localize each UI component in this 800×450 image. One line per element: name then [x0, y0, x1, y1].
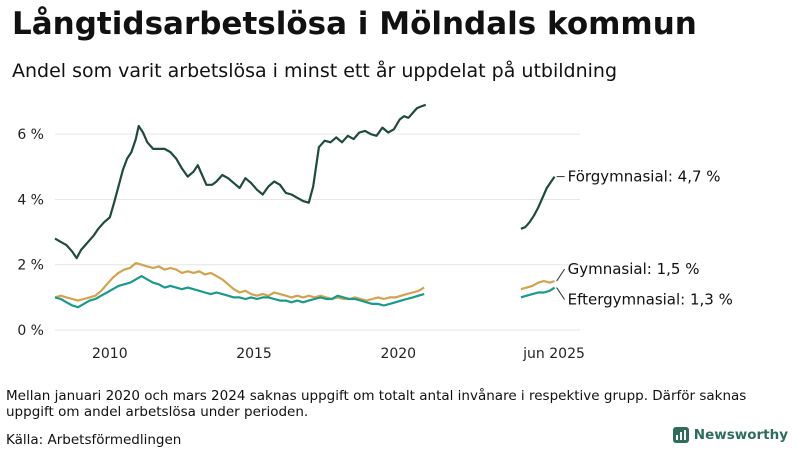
- chart-subtitle: Andel som varit arbetslösa i minst ett å…: [12, 60, 618, 82]
- brand-name: Newsworthy: [693, 427, 788, 443]
- chart-title: Långtidsarbetslösa i Mölndals kommun: [12, 6, 697, 42]
- x-tick-label: 2020: [380, 346, 416, 362]
- brand-logo: Newsworthy: [672, 427, 788, 443]
- newsworthy-icon: [672, 427, 689, 443]
- label-leader-eftergymnasial: [556, 287, 566, 300]
- series-line-forgymnasial: [520, 175, 556, 230]
- line-chart: 0 % 2 % 4 % 6 % 2010 2015 2020 jun 2025 Förgymna…: [17, 103, 733, 362]
- source-note: Källa: Arbetsförmedlingen: [6, 432, 182, 448]
- series-line-gymnasial: [54, 262, 425, 302]
- x-tick-label: 2015: [236, 346, 272, 362]
- y-tick-label: 2 %: [17, 258, 44, 274]
- series-line-eftergymnasial: [54, 275, 425, 309]
- label-leader-gymnasial: [556, 268, 566, 282]
- series-line-eftergymnasial: [520, 286, 556, 299]
- series-label-eftergymnasial: Eftergymnasial: 1,3 %: [568, 291, 733, 309]
- series-label-gymnasial: Gymnasial: 1,5 %: [568, 260, 700, 278]
- series-line-forgymnasial: [54, 103, 427, 260]
- y-tick-label: 6 %: [17, 127, 44, 143]
- series-line-gymnasial: [520, 279, 555, 291]
- x-tick-label: 2010: [92, 346, 128, 362]
- x-tick-label: jun 2025: [522, 346, 585, 362]
- series-label-forgymnasial: Förgymnasial: 4,7 %: [568, 168, 721, 186]
- y-tick-label: 0 %: [17, 323, 44, 339]
- y-tick-label: 4 %: [17, 192, 44, 208]
- footnote: Mellan januari 2020 och mars 2024 saknas…: [6, 388, 747, 420]
